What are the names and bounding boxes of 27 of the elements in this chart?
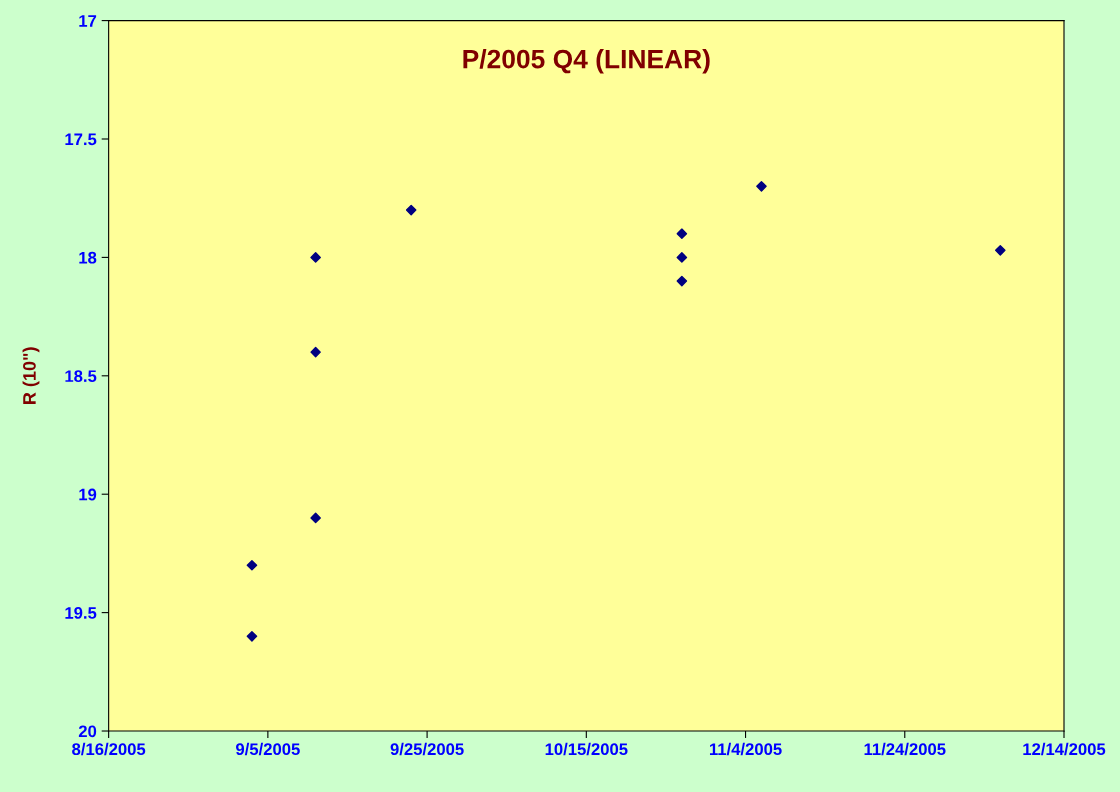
- point: [676, 275, 688, 287]
- y-tick-label: 20: [78, 725, 97, 738]
- x-tick-label: 10/15/2005: [545, 742, 628, 756]
- text: P/2005 Q4 (LINEAR): [463, 49, 710, 74]
- point: [310, 512, 321, 524]
- point: [310, 346, 321, 358]
- point: [676, 228, 688, 240]
- y-axis-title: R (10"): [22, 347, 40, 404]
- y-tick-label: 18: [79, 251, 97, 264]
- y-tick-label: 19.5: [65, 607, 97, 619]
- x-tick-label: 9/5/2005: [236, 742, 300, 756]
- point: [246, 630, 258, 642]
- point: [405, 204, 417, 216]
- x-tick-label: 11/24/2005: [864, 742, 946, 756]
- point: [676, 252, 688, 263]
- point: [756, 181, 767, 192]
- y-tick-label: 17: [79, 15, 97, 27]
- y-tick-label: 19: [79, 488, 97, 501]
- x-tick-label: 9/25/2005: [390, 742, 464, 756]
- x-tick-label: 12/14/2005: [1023, 742, 1106, 756]
- x-tick-label: 11/4/2005: [709, 742, 782, 756]
- point: [995, 244, 1006, 256]
- x-tick-label: 8/16/2005: [72, 742, 146, 756]
- point: [246, 559, 258, 571]
- point: [310, 252, 321, 263]
- y-tick-label: 18.5: [65, 370, 97, 383]
- y-tick-label: 17.5: [65, 133, 97, 146]
